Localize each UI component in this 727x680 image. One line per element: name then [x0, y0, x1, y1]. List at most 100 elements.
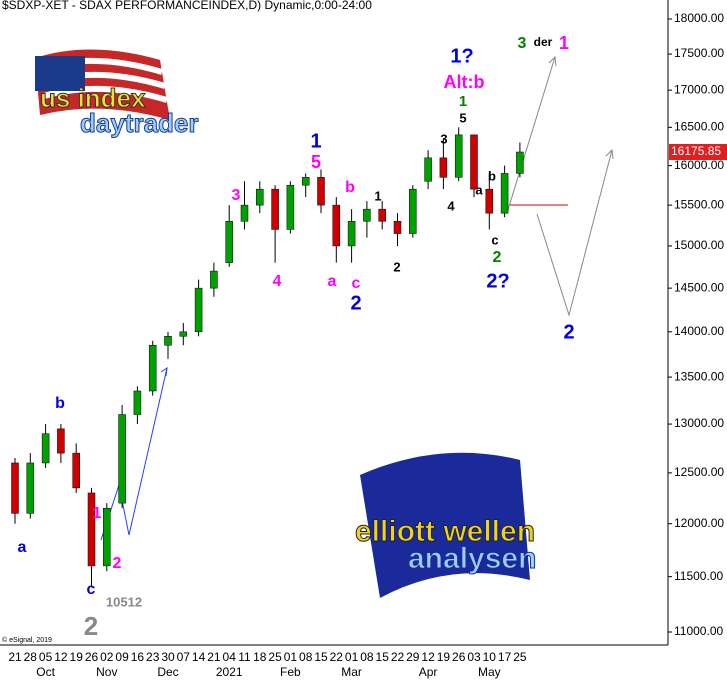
- candle-body: [500, 173, 509, 214]
- y-tick-label: 15500.00: [674, 197, 724, 211]
- y-tick-label: 15000.00: [674, 238, 724, 252]
- month-label: Nov: [96, 665, 117, 679]
- candle-body: [225, 221, 233, 263]
- month-label: May: [478, 665, 501, 679]
- arrow-head: [548, 55, 557, 67]
- y-tick-label: 14000.00: [674, 324, 724, 338]
- wave-label: Alt:b: [444, 72, 485, 92]
- x-tick-label: 02: [100, 650, 114, 664]
- wave-label: 4: [273, 273, 282, 290]
- y-tick-label: 13000.00: [674, 416, 724, 430]
- x-tick-label: 08: [360, 650, 374, 664]
- x-tick-label: 14: [192, 650, 206, 664]
- x-tick-label: 28: [24, 650, 38, 664]
- wave-label: 1: [559, 33, 569, 53]
- candle-body: [347, 221, 356, 247]
- candle-body: [485, 188, 494, 214]
- month-label: Dec: [157, 665, 178, 679]
- x-tick-label: 15: [314, 650, 328, 664]
- x-tick-label: 17: [498, 650, 512, 664]
- candle-body: [133, 390, 142, 415]
- candle-body: [409, 188, 417, 234]
- x-tick-label: 03: [467, 650, 481, 664]
- x-tick-label: 01: [345, 650, 359, 664]
- x-tick-label: 30: [161, 650, 175, 664]
- x-tick-label: 12: [421, 650, 435, 664]
- wave-label: 3: [440, 131, 447, 146]
- candle-body: [317, 177, 325, 206]
- x-tick-label: 21: [207, 650, 221, 664]
- candle-body: [470, 134, 478, 190]
- arrow-head: [605, 148, 614, 160]
- wave-label: 1: [93, 505, 102, 522]
- wave-label: 3: [232, 187, 241, 204]
- candle-body: [164, 336, 172, 346]
- projection-line: [506, 56, 556, 214]
- month-label: Oct: [36, 665, 55, 679]
- candle-body: [103, 507, 111, 567]
- candle-body: [57, 428, 65, 454]
- wave-label: c: [352, 275, 361, 292]
- wave-label: 1?: [450, 45, 473, 67]
- y-tick-label: 12000.00: [674, 516, 724, 530]
- candle-body: [194, 287, 203, 333]
- wave-label: der: [534, 35, 553, 49]
- candle-body: [179, 331, 188, 337]
- candle-body: [332, 204, 341, 247]
- candle-body: [454, 134, 463, 178]
- wave-label: 5: [311, 152, 321, 172]
- x-tick-label: 29: [406, 650, 420, 664]
- chart-title: $SDXP-XET - SDAX PERFORMANCEINDEX,D) Dyn…: [2, 0, 372, 12]
- last-price-label: 16175.85: [671, 144, 721, 158]
- x-tick-label: 22: [330, 650, 344, 664]
- candle-body: [72, 452, 80, 489]
- y-tick-label: 16000.00: [674, 158, 724, 172]
- x-tick-label: 22: [391, 650, 405, 664]
- logo-text: analysen: [408, 542, 536, 575]
- candle-body: [424, 157, 432, 182]
- candle-body: [393, 221, 402, 234]
- projection-line: [536, 149, 613, 317]
- wave-label: 1: [310, 130, 321, 152]
- y-tick-label: 17500.00: [674, 46, 724, 60]
- candle-body: [301, 177, 310, 186]
- wave-label: 5: [459, 110, 466, 125]
- candle-body: [378, 208, 386, 222]
- candle-body: [286, 184, 295, 230]
- logo-text: daytrader: [80, 108, 199, 138]
- wave-label: 3: [518, 35, 527, 52]
- candle-body: [41, 433, 50, 464]
- wave-label: 2: [563, 321, 574, 343]
- x-tick-label: 18: [253, 650, 267, 664]
- x-tick-label: 11: [238, 650, 251, 664]
- arrow-head: [160, 366, 168, 377]
- candle-body: [26, 462, 35, 514]
- y-tick-label: 13500.00: [674, 369, 724, 383]
- y-tick-label: 18000.00: [674, 11, 724, 25]
- candle-body: [87, 492, 96, 567]
- candle-body: [210, 270, 218, 289]
- wave-label: b: [55, 395, 65, 412]
- wave-label: c: [491, 232, 498, 247]
- x-tick-label: 26: [85, 650, 99, 664]
- x-tick-label: 05: [39, 650, 53, 664]
- wave-label: a: [18, 539, 27, 556]
- month-label: Mar: [341, 665, 362, 679]
- x-tick-label: 25: [513, 650, 527, 664]
- x-tick-label: 09: [115, 650, 129, 664]
- x-tick-label: 19: [437, 650, 451, 664]
- x-tick-label: 01: [284, 650, 298, 664]
- wave-label: 2: [113, 555, 122, 572]
- x-tick-label: 15: [376, 650, 390, 664]
- x-tick-label: 04: [223, 650, 237, 664]
- x-tick-label: 26: [452, 650, 466, 664]
- y-tick-label: 14500.00: [674, 280, 724, 294]
- candle-body: [256, 188, 264, 206]
- wave-label: 1: [374, 188, 381, 203]
- us-index-logo: us index daytrader: [35, 49, 199, 138]
- candle-body: [439, 157, 448, 178]
- y-tick-label: 11500.00: [674, 569, 723, 583]
- wave-label: b: [488, 168, 496, 183]
